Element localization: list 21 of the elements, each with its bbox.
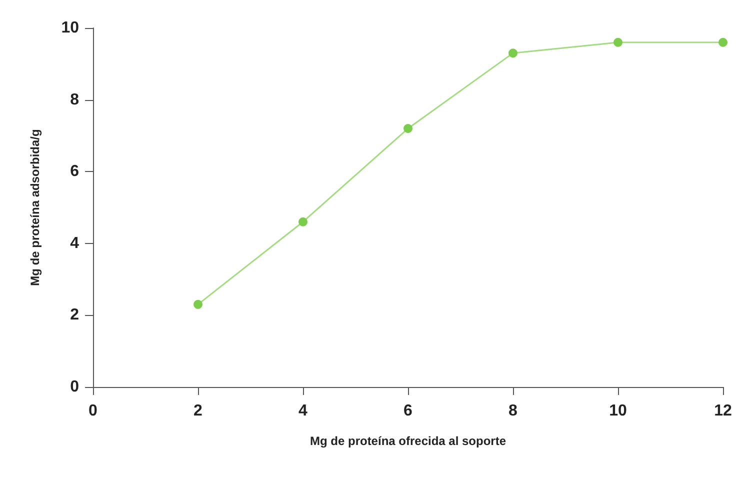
x-tick-label: 8	[508, 402, 518, 420]
x-tick-label: 12	[714, 402, 732, 420]
point	[404, 124, 412, 134]
y-tick-label: 8	[70, 91, 80, 108]
x-tick-label: 4	[298, 402, 308, 420]
y-axis-title: Mg de proteína adsorbida/g	[28, 129, 42, 286]
x-tick-label: 6	[404, 402, 413, 420]
point	[298, 217, 308, 226]
point	[718, 38, 728, 47]
y-tick-label: 2	[70, 306, 80, 324]
point	[508, 48, 518, 58]
x-axis-title: Mg de proteína ofrecida al soporte	[310, 434, 506, 448]
point	[614, 38, 622, 47]
x-tick-label: 2	[194, 402, 203, 420]
y-tick-label: 4	[70, 234, 80, 252]
y-tick-label: 10	[61, 20, 80, 36]
x-tick-label: 0	[88, 402, 98, 420]
y-tick-label: 0	[70, 378, 80, 396]
y-tick-label: 6	[70, 163, 80, 180]
point	[194, 300, 202, 309]
x-tick-label: 10	[609, 402, 627, 420]
